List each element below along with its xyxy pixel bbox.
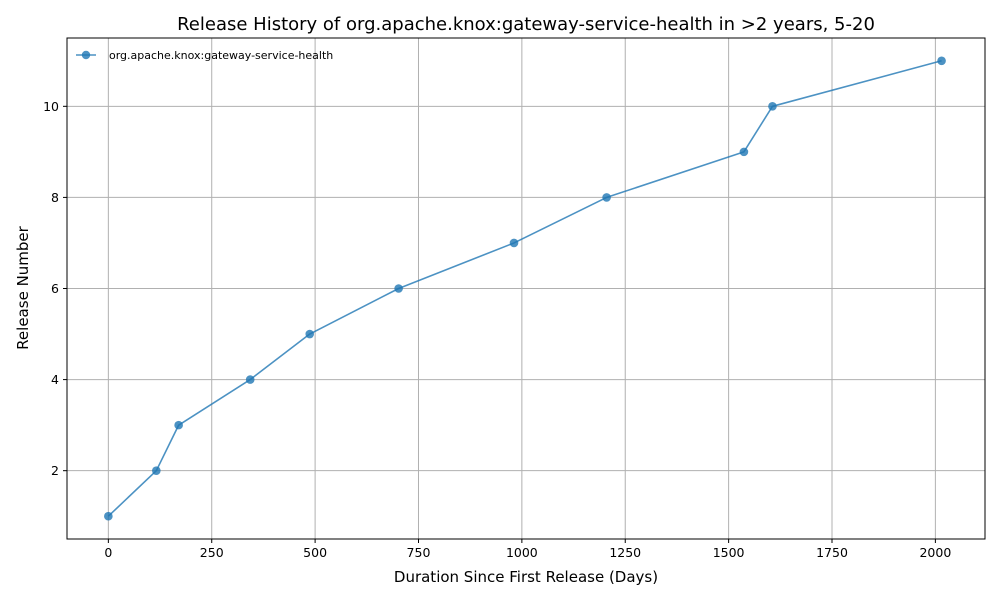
x-tick-label: 250 (200, 545, 224, 560)
data-point (305, 329, 315, 339)
data-point (509, 238, 519, 248)
y-tick-label: 8 (51, 190, 59, 205)
x-tick-label: 750 (407, 545, 431, 560)
x-tick-label: 1000 (506, 545, 538, 560)
grid (67, 38, 985, 539)
x-tick-label: 500 (303, 545, 327, 560)
series-layer (104, 56, 946, 521)
y-tick-label: 2 (51, 463, 59, 478)
data-point (104, 511, 113, 521)
data-point (937, 56, 946, 66)
data-point (174, 420, 183, 430)
x-axis-ticks: 0 250 500 750 1000 1250 1500 1750 2000 (104, 539, 951, 560)
y-axis-ticks: 2 4 6 8 10 (43, 99, 67, 478)
x-tick-label: 0 (104, 545, 112, 560)
data-point (602, 193, 611, 202)
data-point (245, 375, 255, 384)
x-tick-label: 1750 (816, 545, 848, 560)
legend-marker-swatch (81, 50, 91, 60)
legend-label: org.apache.knox:gateway-service-health (109, 49, 333, 62)
legend: org.apache.knox:gateway-service-health (76, 49, 333, 62)
y-tick-label: 10 (43, 99, 59, 114)
data-point (152, 466, 161, 475)
data-point (768, 102, 777, 111)
x-tick-label: 1500 (713, 545, 745, 560)
data-point (394, 284, 403, 293)
data-point (739, 147, 749, 157)
y-axis-label: Release Number (14, 225, 32, 349)
x-tick-label: 2000 (919, 545, 951, 560)
x-tick-label: 1250 (609, 545, 641, 560)
x-axis-label: Duration Since First Release (Days) (394, 568, 658, 586)
y-tick-label: 6 (51, 281, 59, 296)
y-tick-label: 4 (51, 372, 59, 387)
chart-title: Release History of org.apache.knox:gatew… (177, 14, 875, 35)
